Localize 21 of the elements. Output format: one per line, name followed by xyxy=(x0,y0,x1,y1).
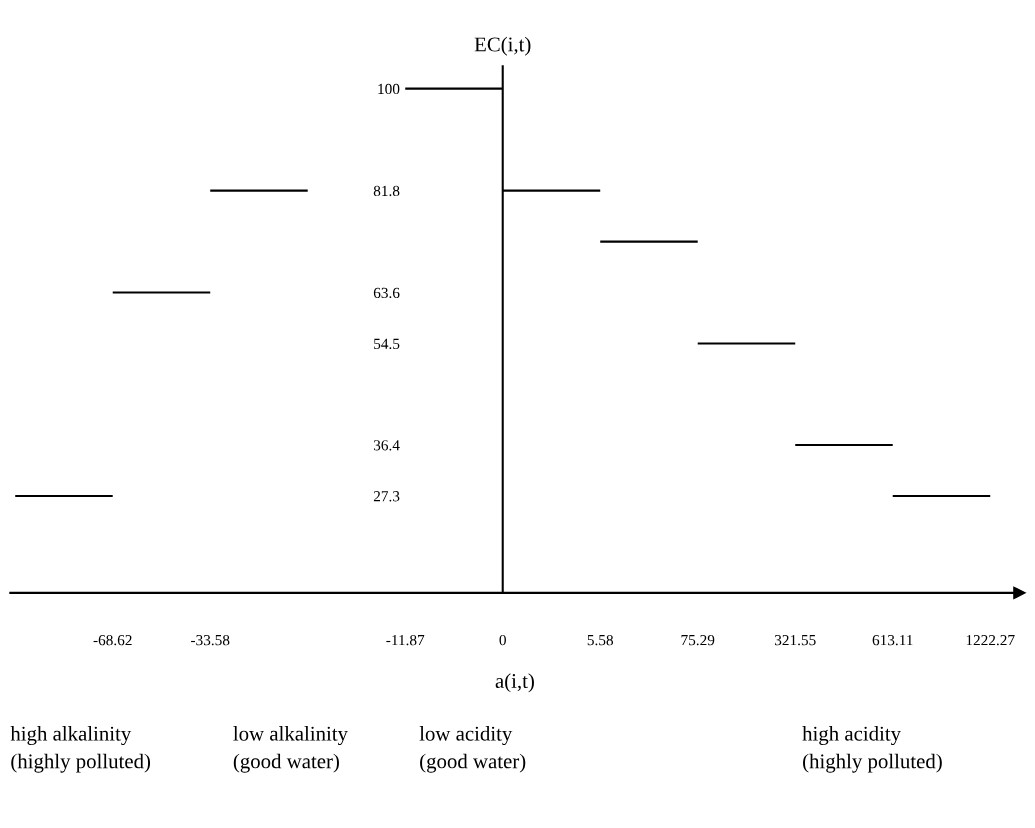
y-tick-label: 27.3 xyxy=(373,491,400,502)
x-tick-label: 613.11 xyxy=(872,635,913,646)
text: low acidity (good water) xyxy=(419,726,526,773)
x-tick-label: -68.62 xyxy=(93,634,132,646)
y-tick-label: 81.8 xyxy=(373,185,400,197)
x-tick-label: 321.55 xyxy=(774,635,816,646)
text: high alkalinity (highly polluted) xyxy=(10,726,151,773)
x-tick-label: -11.87 xyxy=(386,634,425,646)
text: low alkalinity (good water) xyxy=(233,726,348,773)
y-tick-label: 36.4 xyxy=(373,440,400,451)
x-tick-label: -33.58 xyxy=(191,634,230,646)
y-tick-label: 100 xyxy=(378,83,400,95)
x-tick-label: 0 xyxy=(499,634,506,646)
x-tick-label: 1222.27 xyxy=(966,635,1015,646)
x-tick-label: 75.29 xyxy=(681,635,715,646)
y-tick-label: 54.5 xyxy=(374,338,400,350)
x-tick-label: 5.58 xyxy=(587,634,614,646)
text: high acidity (highly polluted) xyxy=(802,726,942,773)
y-tick-label: 63.6 xyxy=(373,287,400,299)
y-axis-title: EC(i,t) xyxy=(474,36,531,56)
x-axis-title: a(i,t) xyxy=(495,673,534,693)
